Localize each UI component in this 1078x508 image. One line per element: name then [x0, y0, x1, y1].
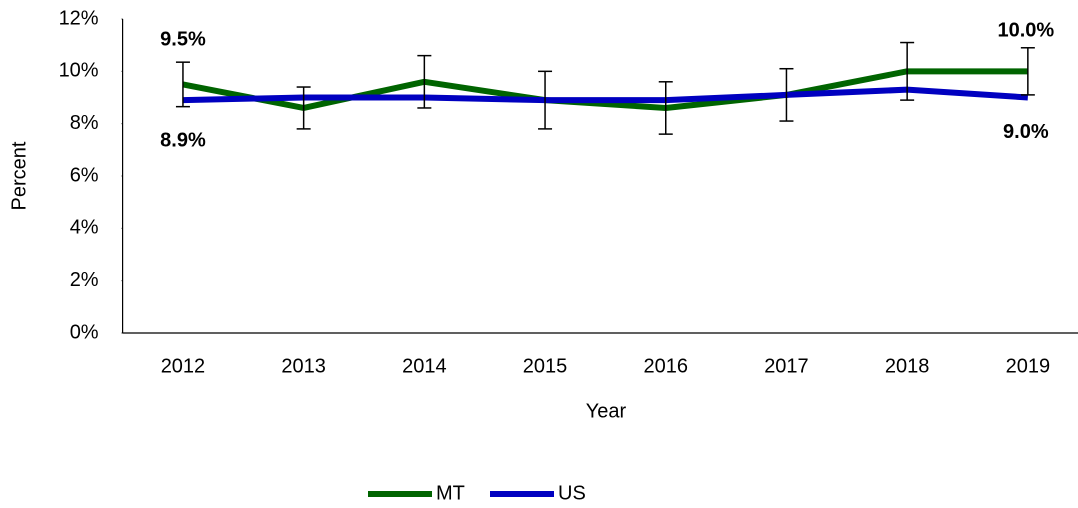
error-bar: [417, 54, 432, 109]
series-line: [182, 68, 1028, 111]
error-bar: [658, 81, 673, 135]
y-tick-label: 12%: [59, 7, 99, 29]
y-tick-label: 2%: [70, 269, 99, 291]
error-bar: [296, 86, 311, 130]
x-tick-label: 2016: [644, 355, 689, 377]
x-axis-title: Year: [586, 400, 627, 422]
y-tick-label: 0%: [70, 321, 99, 343]
y-tick-label: 8%: [70, 112, 99, 134]
error-bar: [1020, 47, 1035, 96]
x-tick-label: 2012: [161, 355, 206, 377]
series-line: [182, 86, 1029, 104]
error-bar: [538, 70, 553, 130]
y-tick-label: 4%: [70, 217, 99, 239]
legend-label: US: [558, 482, 586, 504]
legend-label: MT: [436, 482, 465, 504]
x-tick-label: 2014: [402, 355, 447, 377]
data-label: 9.5%: [160, 29, 206, 51]
x-tick-label: 2018: [885, 355, 930, 377]
data-label: 8.9%: [160, 129, 206, 151]
x-tick-label: 2015: [523, 355, 568, 377]
y-axis-title: Percent: [8, 141, 30, 210]
error-bar: [175, 61, 190, 108]
y-tick-label: 6%: [70, 164, 99, 186]
x-tick-label: 2017: [764, 355, 809, 377]
error-bar: [779, 67, 794, 122]
x-tick-label: 2013: [281, 355, 326, 377]
y-tick-label: 10%: [59, 60, 99, 82]
error-bar: [900, 41, 915, 101]
x-tick-label: 2019: [1006, 355, 1051, 377]
data-label: 10.0%: [997, 20, 1054, 42]
data-label: 9.0%: [1003, 121, 1049, 143]
